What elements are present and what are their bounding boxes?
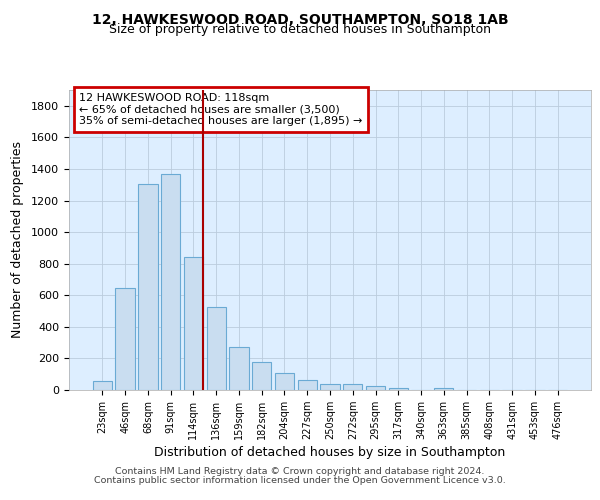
Bar — [389, 388, 408, 390]
X-axis label: Distribution of detached houses by size in Southampton: Distribution of detached houses by size … — [154, 446, 506, 459]
Bar — [115, 288, 135, 390]
Text: Contains HM Land Registry data © Crown copyright and database right 2024.: Contains HM Land Registry data © Crown c… — [115, 467, 485, 476]
Bar — [252, 362, 271, 390]
Bar — [343, 384, 362, 390]
Bar — [229, 346, 248, 390]
Text: 12 HAWKESWOOD ROAD: 118sqm
← 65% of detached houses are smaller (3,500)
35% of s: 12 HAWKESWOOD ROAD: 118sqm ← 65% of deta… — [79, 93, 363, 126]
Bar — [184, 258, 203, 390]
Text: 12, HAWKESWOOD ROAD, SOUTHAMPTON, SO18 1AB: 12, HAWKESWOOD ROAD, SOUTHAMPTON, SO18 1… — [92, 12, 508, 26]
Bar — [138, 184, 158, 390]
Bar — [320, 384, 340, 390]
Bar — [275, 374, 294, 390]
Text: Contains public sector information licensed under the Open Government Licence v3: Contains public sector information licen… — [94, 476, 506, 485]
Bar — [161, 174, 181, 390]
Y-axis label: Number of detached properties: Number of detached properties — [11, 142, 24, 338]
Bar — [366, 386, 385, 390]
Bar — [298, 380, 317, 390]
Bar — [93, 382, 112, 390]
Bar — [206, 307, 226, 390]
Text: Size of property relative to detached houses in Southampton: Size of property relative to detached ho… — [109, 22, 491, 36]
Bar — [434, 388, 454, 390]
